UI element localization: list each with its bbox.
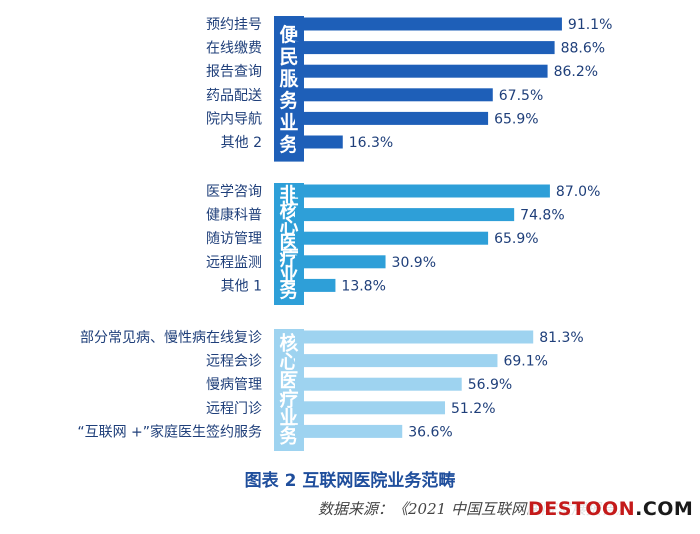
group-label-char: 核: [279, 331, 298, 354]
category-label: 医学咨询: [206, 184, 262, 200]
category-label: 其他 2: [221, 135, 262, 151]
value-label: 56.9%: [468, 377, 512, 393]
watermark-text: DESTOON: [528, 498, 636, 520]
value-label: 36.6%: [408, 424, 452, 440]
value-label: 65.9%: [494, 111, 538, 127]
category-label: 预约挂号: [206, 17, 262, 33]
bar: [295, 255, 386, 269]
bar: [295, 330, 534, 344]
chart-title: 图表 2 互联网医院业务范畴: [244, 471, 456, 491]
group-label-char: 医: [279, 370, 298, 392]
value-label: 86.2%: [554, 64, 598, 80]
group-label-char: 业: [279, 407, 298, 429]
group-label-char: 业: [279, 264, 298, 286]
bar: [295, 424, 403, 438]
category-label: 院内导航: [206, 111, 262, 127]
group-label-char: 务: [279, 133, 299, 156]
group-label-char: 非: [279, 184, 298, 206]
bar: [295, 278, 336, 292]
group-label-char: 服: [279, 68, 299, 90]
group-label-char: 心: [279, 216, 298, 238]
value-label: 30.9%: [392, 255, 436, 271]
bar: [295, 111, 489, 125]
value-label: 16.3%: [349, 135, 393, 151]
value-label: 69.1%: [503, 354, 547, 370]
bar: [295, 17, 562, 31]
group-label-char: 务: [279, 279, 299, 302]
group-label-char: 核: [279, 199, 298, 222]
bar: [295, 231, 489, 245]
group-label-char: 便: [279, 24, 299, 46]
group-label-char: 务: [279, 89, 299, 112]
watermark-logo: DESTOON.COM: [528, 496, 696, 522]
category-label: 远程监测: [206, 255, 262, 271]
value-label: 13.8%: [341, 278, 385, 294]
group-label-char: 务: [279, 425, 299, 448]
bar: [295, 88, 493, 102]
bar: [295, 208, 515, 222]
category-label: 部分常见病、慢性病在线复诊: [80, 329, 262, 346]
group-label-char: 民: [279, 46, 298, 68]
group-label-char: 疗: [279, 247, 298, 270]
value-label: 67.5%: [499, 88, 543, 104]
bar: [295, 401, 446, 415]
category-label: 健康科普: [206, 207, 262, 224]
bar: [295, 377, 462, 391]
category-label: “互联网 +”家庭医生签约服务: [77, 423, 262, 440]
group-label-char: 心: [279, 351, 298, 373]
group-label-char: 疗: [279, 387, 298, 410]
value-label: 88.6%: [561, 41, 605, 57]
value-label: 91.1%: [568, 17, 612, 33]
category-label: 远程门诊: [206, 401, 262, 417]
bar: [295, 354, 498, 368]
value-label: 87.0%: [556, 184, 600, 200]
group-label-char: 业: [279, 112, 298, 134]
value-label: 74.8%: [520, 208, 564, 224]
watermark-suffix: .COM: [635, 498, 694, 520]
category-label: 报告查询: [206, 64, 262, 80]
group-label-char: 医: [279, 232, 298, 254]
category-label: 慢病管理: [206, 376, 262, 393]
value-label: 51.2%: [451, 401, 495, 417]
bar: [295, 184, 550, 198]
category-label: 随访管理: [206, 231, 262, 247]
bar: [295, 135, 343, 149]
value-label: 81.3%: [539, 330, 583, 346]
category-label: 药品配送: [206, 88, 262, 104]
bar: [295, 41, 555, 55]
category-label: 其他 1: [221, 278, 262, 294]
category-label: 远程会诊: [206, 354, 262, 370]
bar: [295, 64, 548, 78]
value-label: 65.9%: [494, 231, 538, 247]
category-label: 在线缴费: [206, 41, 262, 57]
